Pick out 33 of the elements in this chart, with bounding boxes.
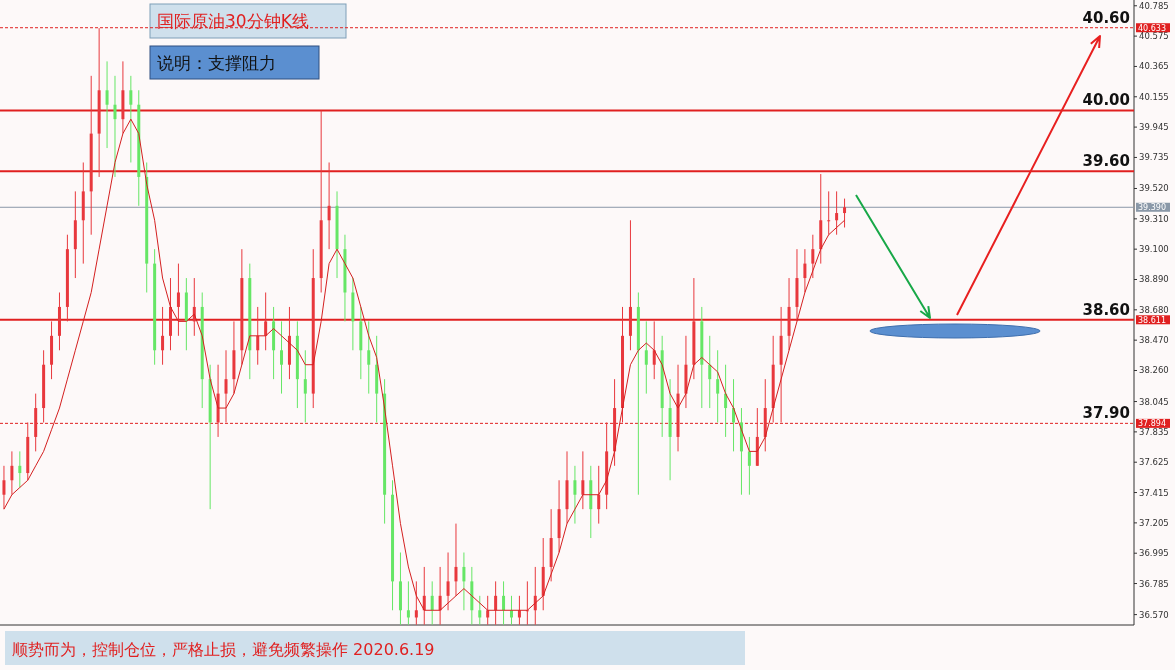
y-tick-label: 40.785 [1139, 0, 1169, 11]
y-tick-label: 40.155 [1139, 91, 1169, 102]
y-tick-label: 38.260 [1139, 365, 1169, 376]
y-tick-label: 37.625 [1139, 457, 1169, 468]
y-tick-label: 37.835 [1139, 426, 1169, 437]
ref-line-label: 38.611 [1138, 315, 1166, 325]
annotation: 40.00 [1082, 91, 1130, 110]
y-tick-label: 40.575 [1139, 31, 1169, 42]
text: 顺势而为，控制仓位，严格止损，避免频繁操作 2020.6.19 [12, 640, 435, 659]
y-tick-label: 38.470 [1139, 335, 1169, 346]
annotation: 40.60 [1082, 8, 1130, 27]
annotation: 39.60 [1082, 152, 1130, 171]
y-tick-label: 40.365 [1139, 61, 1169, 72]
y-tick-label: 36.785 [1139, 578, 1169, 589]
annotation: 38.60 [1082, 300, 1130, 319]
text: 国际原油30分钟K线 [157, 11, 309, 31]
annotation: 37.90 [1082, 404, 1130, 423]
y-tick-label: 38.045 [1139, 396, 1169, 407]
ref-line-label: 39.390 [1138, 203, 1166, 213]
y-tick-label: 37.415 [1139, 487, 1169, 498]
y-tick-label: 36.995 [1139, 548, 1169, 559]
y-tick-label: 38.680 [1139, 304, 1169, 315]
y-tick-label: 39.310 [1139, 213, 1169, 224]
y-tick-label: 36.570 [1139, 609, 1169, 620]
y-tick-label: 37.205 [1139, 517, 1169, 528]
y-tick-label: 39.520 [1139, 183, 1169, 194]
text: 说明：支撑阻力 [157, 53, 276, 73]
y-tick-label: 39.945 [1139, 122, 1169, 133]
y-tick-label: 39.100 [1139, 244, 1169, 255]
ref-line-label: 37.894 [1138, 419, 1166, 429]
ref-line-label: 40.633 [1138, 23, 1166, 33]
y-tick-label: 38.890 [1139, 274, 1169, 285]
y-tick-label: 39.735 [1139, 152, 1169, 163]
